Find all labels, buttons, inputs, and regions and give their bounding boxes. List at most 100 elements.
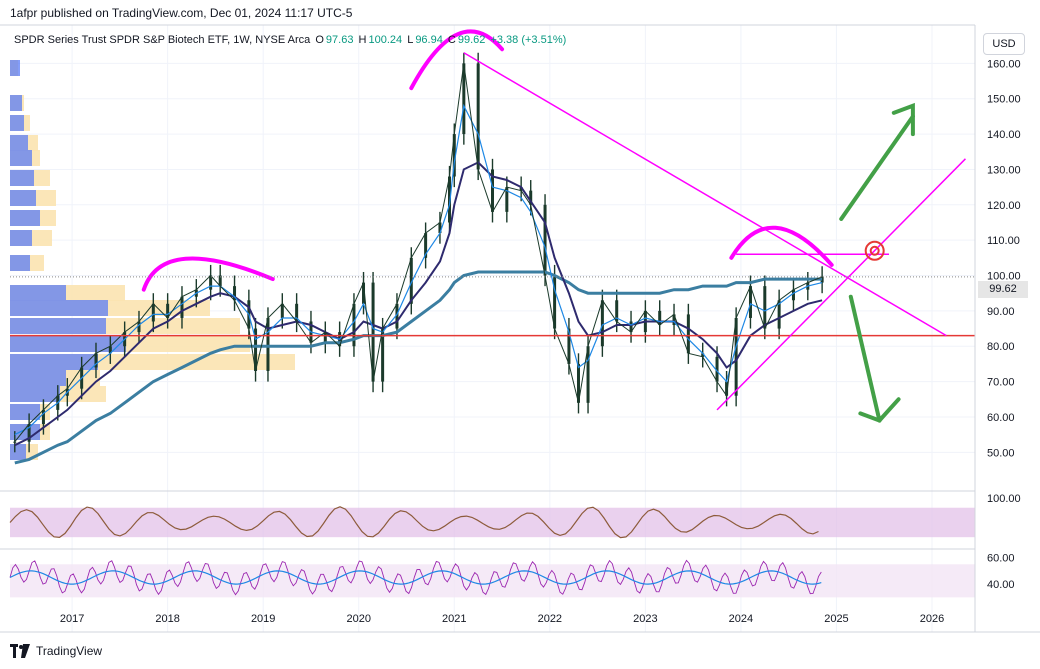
candle-body bbox=[615, 300, 619, 322]
volume-profile-bar bbox=[10, 60, 20, 76]
osc1-band bbox=[10, 507, 975, 538]
candle-body bbox=[41, 409, 45, 425]
candle-body bbox=[734, 317, 738, 396]
candle-body bbox=[137, 321, 141, 333]
left-arc bbox=[141, 256, 275, 292]
y-tick-label: 60.00 bbox=[987, 412, 1015, 424]
ma-mid-line bbox=[14, 161, 823, 447]
candle-body bbox=[280, 303, 284, 318]
tradingview-logo-icon bbox=[10, 644, 30, 658]
candle-body bbox=[672, 314, 676, 326]
legend-symbol: SPDR Series Trust SPDR S&P Biotech ETF, … bbox=[14, 34, 311, 46]
down-arrow-head bbox=[858, 397, 901, 423]
legend-open-label: O bbox=[315, 34, 324, 46]
candle-body bbox=[94, 353, 98, 368]
top-arc bbox=[409, 29, 505, 91]
candle-body bbox=[266, 317, 270, 371]
candle-body bbox=[629, 321, 633, 333]
y-tick-label: 90.00 bbox=[987, 306, 1015, 318]
x-tick-label: 2019 bbox=[251, 613, 275, 625]
close-line bbox=[14, 63, 823, 443]
up-arrow-shaft bbox=[839, 114, 915, 221]
oscillator-panels bbox=[9, 506, 975, 598]
up-trendline bbox=[716, 158, 966, 411]
legend-close-label: C bbox=[447, 34, 456, 46]
footer-brand-label: TradingView bbox=[36, 644, 103, 658]
ma-fast-line bbox=[14, 103, 823, 436]
x-tick-label: 2025 bbox=[824, 613, 848, 625]
trend-drawings bbox=[10, 29, 975, 423]
candle-body bbox=[725, 381, 729, 396]
volume-profile-bar bbox=[10, 95, 22, 111]
candle-body bbox=[209, 275, 213, 290]
volume-profile-bar bbox=[10, 210, 40, 226]
candle-body bbox=[820, 276, 824, 283]
candle-body bbox=[701, 353, 705, 357]
candle-body bbox=[381, 328, 385, 382]
volume-profile-bar bbox=[10, 230, 32, 246]
currency-button[interactable]: USD bbox=[983, 33, 1025, 55]
osc2-line bbox=[9, 559, 822, 596]
y-tick-label: 150.00 bbox=[987, 94, 1021, 106]
legend-low: 96.94 bbox=[415, 34, 443, 46]
x-tick-label: 2023 bbox=[633, 613, 657, 625]
osc2-band bbox=[10, 564, 975, 598]
candle-body bbox=[529, 190, 533, 205]
candle-body bbox=[791, 289, 795, 301]
volume-profile-bar bbox=[10, 150, 32, 166]
down-arrow-shaft bbox=[848, 294, 882, 423]
price-chart[interactable]: 50.00 60.00 70.00 80.00 90.00 100.00 110.00 120… bbox=[0, 0, 1040, 640]
x-tick-label: 2022 bbox=[538, 613, 562, 625]
candle-body bbox=[362, 282, 366, 304]
volume-profile-bar bbox=[10, 444, 26, 460]
volume-profile-bar bbox=[10, 135, 28, 151]
volume-profile-bar bbox=[10, 190, 36, 206]
candle-body bbox=[424, 233, 428, 258]
candle-body bbox=[395, 303, 399, 329]
y-tick-label: 50.00 bbox=[987, 447, 1015, 459]
candle-body bbox=[295, 303, 299, 322]
volume-profile-bar bbox=[10, 285, 66, 301]
legend-open: 97.63 bbox=[325, 34, 354, 46]
footer-brand[interactable]: TradingView bbox=[10, 644, 102, 658]
candle-body bbox=[553, 275, 557, 329]
candle-body bbox=[438, 222, 442, 234]
x-tick-label: 2017 bbox=[60, 613, 84, 625]
price-series bbox=[13, 52, 824, 465]
y-tick-label: 140.00 bbox=[987, 129, 1021, 141]
y-tick-label: 70.00 bbox=[987, 377, 1015, 389]
x-tick-label: 2020 bbox=[346, 613, 370, 625]
candle-body bbox=[763, 286, 767, 329]
down-trendline bbox=[463, 52, 947, 337]
candle-body bbox=[254, 328, 258, 371]
x-tick-label: 2018 bbox=[155, 613, 179, 625]
y-tick-label: 160.00 bbox=[987, 58, 1021, 70]
candle-body bbox=[371, 282, 375, 382]
candle-body bbox=[352, 303, 356, 347]
x-tick-label: 2026 bbox=[920, 613, 944, 625]
target-icon bbox=[864, 240, 885, 261]
target-icon-inner bbox=[869, 245, 880, 256]
x-tick-label: 2021 bbox=[442, 613, 466, 625]
y-tick-label: 130.00 bbox=[987, 164, 1021, 176]
volume-profile-bar bbox=[10, 336, 126, 352]
up-arrow-head bbox=[891, 102, 915, 137]
candle-body bbox=[462, 63, 466, 135]
candle-body bbox=[13, 441, 17, 443]
candle-body bbox=[567, 328, 571, 364]
volume-profile-bar bbox=[10, 318, 106, 334]
candle-body bbox=[409, 257, 413, 304]
legend-close: 99.62 bbox=[457, 34, 486, 46]
chart-legend: SPDR Series Trust SPDR S&P Biotech ETF, … bbox=[14, 34, 568, 46]
candle-body bbox=[108, 346, 112, 354]
candle-body bbox=[600, 300, 604, 347]
right-arc bbox=[729, 225, 834, 267]
ma-slow-line bbox=[14, 270, 823, 465]
volume-profile-bar bbox=[10, 404, 40, 420]
candle-body bbox=[166, 303, 170, 318]
candle-body bbox=[586, 346, 590, 403]
y-tick-label: 110.00 bbox=[987, 235, 1020, 247]
last-price-tag: 99.62 bbox=[978, 281, 1028, 298]
legend-high: 100.24 bbox=[368, 34, 403, 46]
osc2-signal-line bbox=[9, 570, 822, 585]
